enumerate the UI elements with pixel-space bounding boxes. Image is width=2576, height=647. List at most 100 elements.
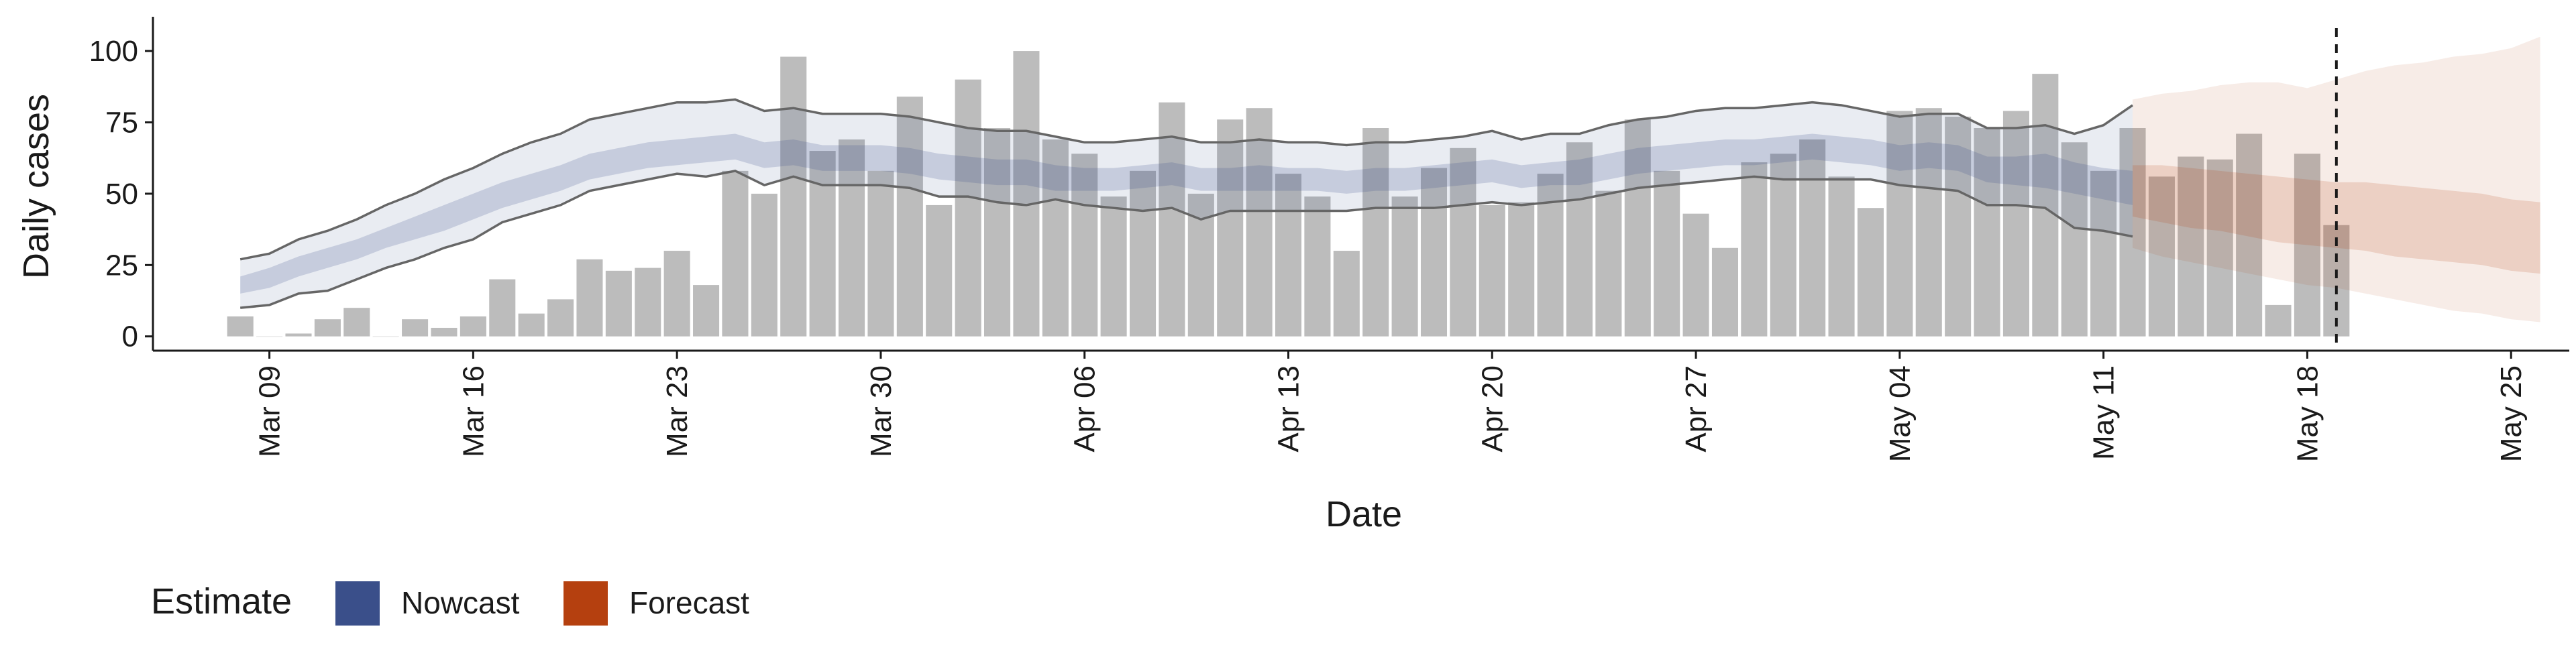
bar <box>402 319 429 337</box>
bar <box>1217 119 1244 337</box>
bar <box>2148 176 2175 337</box>
bar <box>2090 170 2117 337</box>
bar <box>839 139 865 337</box>
x-tick-label: May 25 <box>2495 365 2528 462</box>
nowcast-band-50 <box>240 133 2133 294</box>
y-tick-label: 50 <box>105 178 138 211</box>
x-tick-label: Mar 30 <box>865 365 898 457</box>
bar <box>285 333 312 337</box>
nowcast-lower-line <box>240 170 2133 309</box>
bar <box>576 259 603 337</box>
bar <box>227 316 254 337</box>
bar <box>1770 154 1796 337</box>
y-tick-label: 75 <box>105 106 138 139</box>
x-tick-label: May 18 <box>2291 365 2324 462</box>
bar <box>2294 154 2320 337</box>
x-tick-label: Mar 09 <box>254 365 286 457</box>
forecast-band-50 <box>2133 165 2540 274</box>
bar <box>1945 116 1972 337</box>
bar <box>1508 202 1535 337</box>
bar <box>1711 247 1738 337</box>
bar <box>1479 204 1505 337</box>
bar <box>460 316 486 337</box>
nowcast-upper-line <box>239 98 2134 261</box>
x-tick-label: Mar 16 <box>457 365 490 457</box>
bar <box>635 268 661 337</box>
bar <box>2178 156 2204 337</box>
bar <box>547 299 574 337</box>
bar <box>2032 74 2059 337</box>
bar <box>955 79 981 337</box>
bar <box>1886 111 1913 337</box>
bar <box>1974 128 2000 337</box>
x-tick-label: Apr 20 <box>1476 365 1509 453</box>
x-tick-label: Apr 13 <box>1273 365 1305 453</box>
x-tick-label: Apr 06 <box>1069 365 1102 453</box>
bar <box>1246 108 1273 337</box>
nowcast-band-90 <box>240 99 2133 308</box>
bar <box>1420 168 1448 337</box>
bar <box>984 128 1011 337</box>
bar <box>1159 102 1185 337</box>
bar <box>343 308 370 337</box>
bar <box>926 204 953 337</box>
bar <box>1333 251 1360 337</box>
bar <box>1013 51 1040 337</box>
legend: Estimate Nowcast Forecast <box>151 581 749 626</box>
bar <box>751 193 777 337</box>
interval-lines-layer <box>239 98 2134 309</box>
bar <box>780 56 807 337</box>
bar <box>1654 170 1680 337</box>
bar <box>1741 162 1768 337</box>
bar <box>1362 128 1389 337</box>
bar <box>693 285 720 337</box>
y-tick-label: 100 <box>89 35 138 68</box>
legend-swatch-nowcast <box>335 581 380 626</box>
bar <box>1857 208 1884 337</box>
bar <box>1042 139 1069 337</box>
legend-label-forecast: Forecast <box>629 585 749 620</box>
bar <box>2206 159 2233 337</box>
x-tick-label: May 04 <box>1884 365 1917 462</box>
bar <box>1129 170 1157 337</box>
bar <box>2119 128 2146 337</box>
bar <box>1915 108 1942 337</box>
x-tick-label: May 11 <box>2088 365 2121 460</box>
bar <box>489 279 516 337</box>
bar <box>2236 133 2263 337</box>
bars-layer <box>227 51 2350 337</box>
bar <box>1624 119 1651 337</box>
bar <box>896 97 923 337</box>
bar <box>2061 142 2088 337</box>
bar <box>1799 139 1826 337</box>
nowcast-layer <box>240 99 2133 308</box>
x-tick-label: Apr 27 <box>1680 365 1713 453</box>
bar <box>2002 111 2029 337</box>
legend-title: Estimate <box>151 581 292 622</box>
bar <box>1391 196 1418 337</box>
x-axis-title: Date <box>1326 494 1402 534</box>
bar <box>867 170 894 337</box>
x-tick-label: Mar 23 <box>661 365 694 457</box>
bar <box>1100 196 1127 337</box>
bar <box>605 270 632 337</box>
legend-label-nowcast: Nowcast <box>401 585 520 620</box>
bar <box>1275 174 1302 337</box>
y-tick-label: 25 <box>105 249 138 282</box>
bar <box>518 313 545 337</box>
bar <box>1595 190 1622 337</box>
y-tick-label: 0 <box>122 320 138 353</box>
bar <box>722 170 749 337</box>
bar <box>1566 142 1593 337</box>
legend-swatch-forecast <box>564 581 608 626</box>
bar <box>2265 304 2292 337</box>
bar <box>1682 213 1709 337</box>
bar <box>1828 176 1855 337</box>
bar <box>314 319 341 337</box>
bar <box>663 251 690 337</box>
bar <box>1071 154 1098 337</box>
bar <box>1450 148 1477 337</box>
bar <box>1304 196 1331 337</box>
